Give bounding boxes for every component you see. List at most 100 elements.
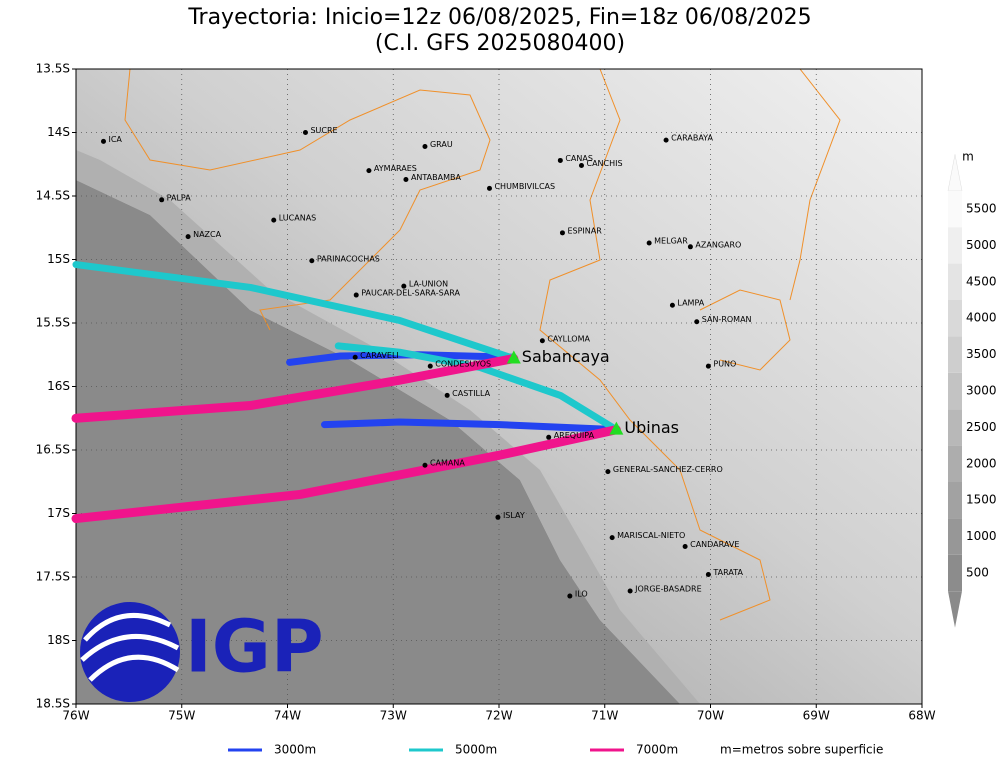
legend-label: 3000m — [274, 743, 316, 757]
place-label: CARABAYA — [671, 134, 713, 143]
trajectory — [321, 418, 620, 434]
trajectory — [286, 351, 518, 366]
colorbar-band — [948, 300, 962, 337]
place-label: PARINACOCHAS — [317, 254, 380, 263]
colorbar-band — [948, 227, 962, 264]
colorbar-end — [948, 591, 962, 628]
place-dot — [539, 338, 545, 344]
y-tick-label: 16S — [47, 379, 70, 393]
colorbar-band — [948, 482, 962, 519]
place-label: LAMPA — [677, 299, 704, 308]
chart-title: Trayectoria: Inicio=12z 06/08/2025, Fin=… — [187, 5, 811, 30]
place-label: SAN-ROMAN — [702, 315, 752, 324]
place-dot — [567, 593, 573, 599]
colorbar-tick-label: 1000 — [966, 529, 997, 543]
place-label: CARAVELI — [360, 351, 399, 360]
y-tick-label: 14S — [47, 125, 70, 139]
logo-text: IGP — [185, 605, 324, 689]
place-label: CANDARAVE — [690, 540, 739, 549]
colorbar-band — [948, 190, 962, 228]
trajectory — [71, 354, 519, 423]
place-dot — [546, 434, 552, 440]
x-tick-label: 72W — [485, 709, 512, 723]
place-dot — [401, 283, 407, 289]
x-tick-label: 68W — [908, 709, 935, 723]
colorbar-tick-label: 500 — [966, 566, 989, 580]
place-dot — [309, 258, 315, 264]
trajectory — [71, 425, 621, 524]
x-tick-label: 74W — [274, 709, 301, 723]
volcano — [506, 350, 521, 364]
place-label: ILO — [575, 590, 588, 599]
place-dot — [669, 302, 675, 308]
place-label: ICA — [108, 135, 122, 144]
x-tick-label: 75W — [168, 709, 195, 723]
colorbar-band — [948, 372, 962, 410]
colorbar-tick-label: 1500 — [966, 493, 997, 507]
place-dot — [403, 176, 409, 182]
colorbar-band — [948, 409, 962, 446]
place-label: TARATA — [712, 568, 743, 577]
place-label: ISLAY — [503, 511, 525, 520]
x-tick-label: 70W — [697, 709, 724, 723]
place-label: PUNO — [713, 360, 736, 369]
place-label: CAYLLOMA — [547, 334, 590, 343]
volcano-label: Sabancaya — [522, 347, 610, 366]
place-dot — [422, 143, 428, 149]
colorbar-tick-label: 5000 — [966, 238, 997, 252]
place-dot — [557, 157, 563, 163]
grid — [75, 68, 923, 705]
place-label: MELGAR — [654, 236, 688, 245]
place-dot — [646, 240, 652, 246]
colorbar-tick-label: 5500 — [966, 202, 997, 216]
place-label: AYMARAES — [374, 164, 417, 173]
y-tick-label: 16.5S — [36, 443, 70, 457]
place-dot — [422, 462, 428, 468]
place-dot — [559, 230, 565, 236]
place-dot — [353, 292, 359, 298]
place-label: CONDESUYOS — [435, 360, 491, 369]
colorbar-tick-label: 4000 — [966, 311, 997, 325]
place-dot — [366, 168, 372, 174]
colorbar-end — [947, 154, 963, 192]
chart-subtitle: (C.I. GFS 2025080400) — [375, 31, 625, 56]
place-dot — [682, 544, 688, 550]
place-label: PALPA — [167, 193, 192, 202]
place-label: AREQUIPA — [554, 431, 595, 440]
colorbar-band — [948, 445, 962, 482]
place-label: CANCHIS — [586, 159, 622, 168]
place-label: ESPINAR — [567, 226, 602, 235]
place-dot — [302, 130, 308, 135]
colorbar-band — [948, 518, 962, 555]
legend-label: 7000m — [636, 743, 678, 757]
place-dot — [705, 571, 711, 577]
place-dot — [605, 469, 611, 475]
y-tick-label: 15S — [47, 252, 70, 266]
place-label: CASTILLA — [452, 389, 490, 398]
colorbar-band — [948, 554, 962, 592]
trajectory — [72, 261, 518, 363]
volcano — [609, 421, 624, 435]
place-dot — [352, 354, 358, 360]
place-dot — [495, 514, 501, 520]
place-label: CANAS — [565, 154, 593, 163]
legend-label: 5000m — [455, 743, 497, 757]
colorbar-tick-label: 3000 — [966, 384, 997, 398]
y-tick-label: 13.5S — [36, 62, 70, 76]
place-dot — [486, 185, 492, 191]
place-label: CAMANA — [430, 459, 465, 468]
place-label: AZANGARO — [695, 240, 741, 249]
x-tick-label: 73W — [380, 709, 407, 723]
y-tick-label: 15.5S — [36, 316, 70, 330]
y-tick-label: 18.5S — [36, 697, 70, 711]
place-label: LA-UNION — [409, 280, 448, 289]
colorbar-tick-label: 2500 — [966, 420, 997, 434]
y-tick-label: 18S — [47, 633, 70, 647]
colorbar-band — [948, 263, 962, 300]
y-tick-label: 17.5S — [36, 570, 70, 584]
place-label: NAZCA — [193, 230, 222, 239]
place-dot — [705, 363, 711, 369]
colorbar-tick-label: 3500 — [966, 347, 997, 361]
y-tick-label: 14.5S — [36, 189, 70, 203]
